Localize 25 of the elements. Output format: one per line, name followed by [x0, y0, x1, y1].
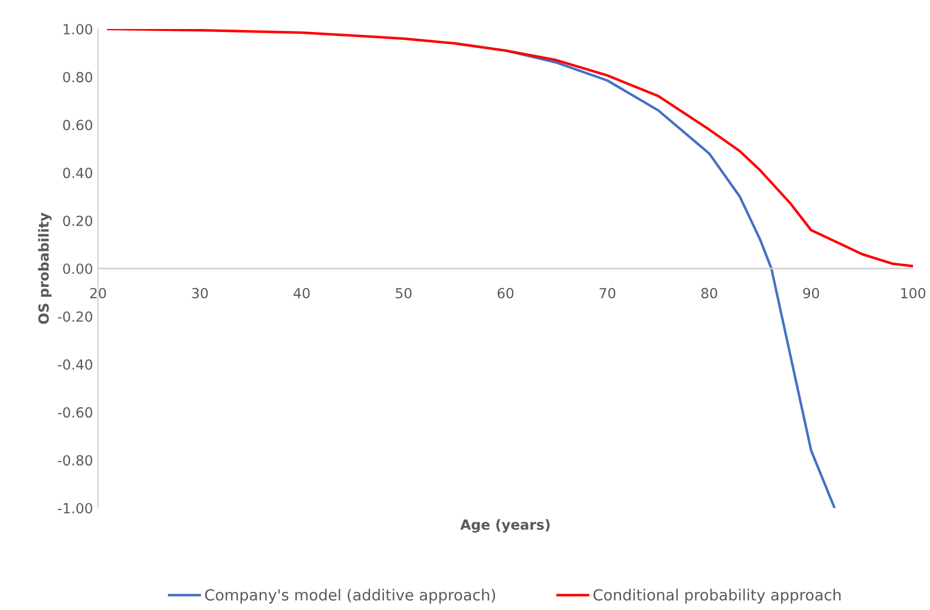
- legend-label: Company's model (additive approach): [205, 588, 496, 604]
- y-tick-label: 0.60: [63, 120, 92, 130]
- x-tick-label: 40: [294, 288, 310, 298]
- y-tick-label: -0.80: [58, 455, 92, 466]
- y-tick-label: 0.40: [63, 168, 92, 178]
- x-tick-label: 100: [901, 288, 926, 298]
- x-axis-title: Age (years): [460, 519, 550, 533]
- x-tick-label: 90: [803, 288, 820, 298]
- line-series: [106, 29, 913, 268]
- x-tick-label: 30: [192, 288, 208, 298]
- y-tick-label: 0.20: [63, 216, 92, 226]
- x-tick-label: 80: [701, 288, 718, 298]
- legend-label: Conditional probability approach: [593, 588, 841, 604]
- x-tick-label: 70: [600, 288, 616, 298]
- x-tick-label: 20: [90, 288, 106, 298]
- y-tick-label: 0.00: [63, 263, 92, 274]
- y-tick-label: -0.40: [58, 359, 92, 370]
- x-tick-label: 50: [396, 288, 412, 298]
- y-tick-label: 1.00: [64, 24, 92, 34]
- y-tick-label: -0.60: [58, 407, 92, 418]
- y-tick-label: -0.20: [58, 311, 92, 322]
- y-tick-label: 0.80: [63, 72, 92, 82]
- y-tick-label: -1.00: [58, 502, 92, 514]
- y-axis-title: OS probability: [38, 212, 52, 324]
- x-tick-label: 60: [498, 288, 514, 298]
